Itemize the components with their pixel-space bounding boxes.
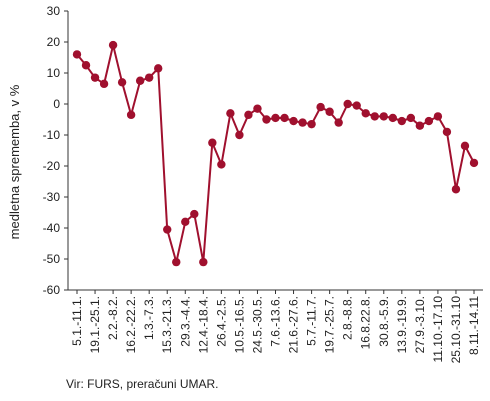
data-point bbox=[316, 102, 325, 112]
y-tick-label: 30 bbox=[47, 4, 61, 18]
data-point bbox=[280, 113, 289, 123]
x-tick-label: 15.3.-21.3. bbox=[160, 296, 174, 353]
data-point bbox=[433, 112, 443, 121]
data-point bbox=[352, 101, 361, 110]
data-point bbox=[90, 73, 100, 82]
data-point bbox=[307, 119, 316, 129]
data-point bbox=[289, 116, 298, 126]
y-tick-label: -50 bbox=[43, 252, 61, 266]
series-group bbox=[72, 40, 479, 267]
x-tick-label: 8.11.-14.11 bbox=[467, 296, 481, 355]
data-point bbox=[181, 217, 190, 226]
y-tick-label: -30 bbox=[43, 190, 61, 204]
x-tick-label: 11.10.-17.10 bbox=[431, 296, 445, 363]
data-point bbox=[172, 257, 181, 267]
data-point bbox=[235, 130, 244, 140]
data-point bbox=[388, 113, 397, 123]
x-tick-label: 25.10.-31.10 bbox=[449, 296, 463, 364]
data-point bbox=[244, 110, 253, 120]
x-tick-label: 16.2.-22.2. bbox=[124, 296, 138, 353]
y-tick-label: -60 bbox=[43, 283, 61, 297]
data-point bbox=[190, 209, 199, 219]
data-point bbox=[163, 225, 172, 234]
data-point bbox=[379, 112, 388, 121]
y-tick-label: 10 bbox=[47, 66, 61, 80]
data-point bbox=[325, 107, 334, 116]
x-tick-label: 1.3.-7.3. bbox=[142, 296, 156, 340]
data-point bbox=[154, 64, 163, 73]
x-tick-label: 10.5.-16.5. bbox=[232, 296, 246, 353]
data-point bbox=[343, 99, 352, 109]
data-point bbox=[199, 257, 208, 267]
data-point bbox=[424, 116, 434, 126]
y-tick-label: -20 bbox=[43, 159, 61, 173]
y-tick-label: -40 bbox=[43, 221, 61, 235]
x-axis: 5.1.-11.1. 19.1.-25.1. 2.2.-8.2. 16.2.-22.2… bbox=[68, 289, 483, 364]
y-tick-label: 0 bbox=[53, 97, 60, 111]
data-point bbox=[262, 115, 271, 124]
y-tick-label: 20 bbox=[47, 35, 61, 49]
data-point bbox=[334, 118, 343, 127]
data-point bbox=[298, 118, 307, 127]
x-tick-label: 12.4.-18.4. bbox=[196, 296, 210, 353]
data-point bbox=[108, 40, 118, 50]
data-point bbox=[406, 113, 416, 123]
data-point bbox=[126, 110, 136, 120]
data-point bbox=[397, 116, 407, 126]
y-axis: 30 20 10 0 -10 -20 -30 -40 -50 -60 bbox=[43, 4, 69, 297]
data-point bbox=[99, 79, 109, 89]
x-tick-label: 2.8.-8.8. bbox=[341, 296, 355, 340]
x-tick-label: 7.6.-13.6. bbox=[269, 296, 283, 347]
data-point bbox=[370, 112, 379, 121]
data-point bbox=[415, 121, 425, 130]
data-point bbox=[451, 185, 461, 194]
source-note: Vir: FURS, preračuni UMAR. bbox=[66, 377, 219, 391]
data-point bbox=[135, 76, 145, 85]
y-tick-label: -10 bbox=[43, 128, 61, 142]
y-axis-title: medletna sprememba, v % bbox=[7, 84, 22, 239]
data-point bbox=[460, 141, 470, 151]
x-tick-label: 30.8.-5.9. bbox=[377, 296, 391, 347]
x-tick-label: 16.8.22.8. bbox=[359, 296, 373, 349]
x-tick-label: 24.5.-30.5. bbox=[250, 296, 264, 353]
data-point bbox=[226, 109, 235, 118]
x-tick-label: 5.7.-11.7. bbox=[305, 296, 319, 346]
data-point bbox=[208, 138, 217, 147]
x-tick-label: 29.3.-4.4. bbox=[178, 296, 192, 347]
x-tick-label: 27.9.-3.10. bbox=[413, 296, 427, 353]
x-tick-label: 2.2.-8.2. bbox=[106, 296, 120, 340]
data-point bbox=[217, 160, 226, 169]
series-line bbox=[76, 44, 475, 264]
data-point bbox=[253, 104, 262, 113]
data-point bbox=[144, 73, 154, 82]
data-point bbox=[271, 113, 280, 123]
data-point bbox=[81, 61, 91, 70]
data-point bbox=[469, 158, 479, 168]
x-tick-label: 19.7.-25.7. bbox=[323, 296, 337, 353]
x-tick-label: 13.9.-19.9. bbox=[395, 296, 409, 353]
data-point bbox=[72, 50, 82, 59]
data-point bbox=[442, 127, 452, 137]
x-tick-label: 26.4.-2.5. bbox=[214, 296, 228, 347]
x-tick-label: 19.1.-25.1. bbox=[88, 296, 102, 353]
x-tick-label: 5.1.-11.1. bbox=[70, 296, 84, 346]
data-point bbox=[117, 78, 127, 87]
data-point bbox=[361, 109, 370, 118]
x-tick-label: 21.6.-27.6. bbox=[287, 296, 301, 353]
